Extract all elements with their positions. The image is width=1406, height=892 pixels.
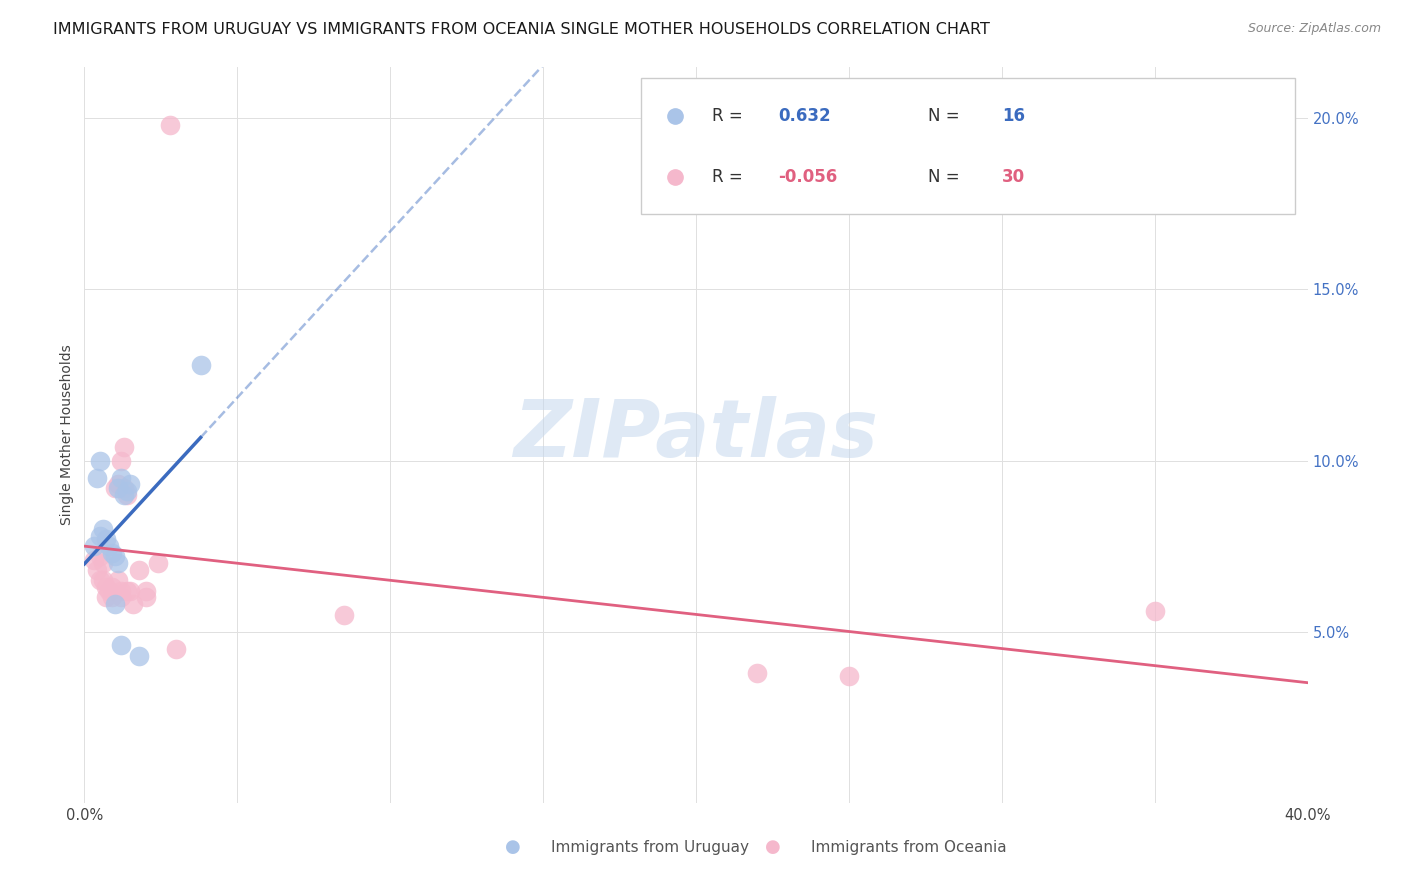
Text: Immigrants from Uruguay: Immigrants from Uruguay: [551, 840, 749, 855]
Text: R =: R =: [711, 169, 748, 186]
Point: [101, 591, 124, 605]
Text: R =: R =: [711, 107, 748, 125]
FancyBboxPatch shape: [641, 78, 1295, 214]
Point: [112, 488, 135, 502]
Point: [122, 597, 145, 611]
Point: [104, 597, 127, 611]
Text: Source: ZipAtlas.com: Source: ZipAtlas.com: [1247, 22, 1381, 36]
Text: N =: N =: [928, 169, 966, 186]
Point: [83, 553, 105, 567]
Point: [128, 563, 150, 577]
Text: ZIPatlas: ZIPatlas: [513, 396, 879, 474]
Point: [120, 583, 142, 598]
Point: [107, 556, 129, 570]
Point: [101, 580, 124, 594]
Point: [747, 665, 769, 680]
Point: [94, 591, 117, 605]
Point: [165, 641, 187, 656]
Point: [94, 533, 117, 547]
Point: [89, 529, 111, 543]
Point: [112, 440, 135, 454]
Point: [110, 453, 132, 467]
Point: [107, 477, 129, 491]
Point: [146, 556, 169, 570]
Point: [159, 118, 181, 132]
Point: [333, 607, 356, 622]
Text: 0.632: 0.632: [778, 107, 831, 125]
Point: [107, 574, 129, 588]
Text: 16: 16: [1002, 107, 1025, 125]
Point: [838, 669, 860, 683]
Point: [104, 549, 127, 564]
Point: [128, 648, 150, 663]
Text: ●: ●: [505, 838, 522, 856]
Point: [120, 477, 142, 491]
Text: IMMIGRANTS FROM URUGUAY VS IMMIGRANTS FROM OCEANIA SINGLE MOTHER HOUSEHOLDS CORR: IMMIGRANTS FROM URUGUAY VS IMMIGRANTS FR…: [53, 22, 990, 37]
Y-axis label: Single Mother Households: Single Mother Households: [60, 344, 75, 525]
Point: [115, 484, 138, 499]
Point: [89, 574, 111, 588]
Point: [97, 539, 120, 553]
Point: [110, 591, 132, 605]
Point: [86, 470, 108, 484]
Point: [107, 481, 129, 495]
Point: [104, 481, 127, 495]
Point: [101, 546, 124, 560]
Text: Immigrants from Oceania: Immigrants from Oceania: [811, 840, 1007, 855]
Text: N =: N =: [928, 107, 966, 125]
Point: [83, 539, 105, 553]
Point: [190, 358, 212, 372]
Point: [91, 556, 114, 570]
Point: [115, 583, 138, 598]
Point: [89, 549, 111, 564]
Point: [135, 583, 157, 598]
Point: [86, 563, 108, 577]
Text: -0.056: -0.056: [778, 169, 837, 186]
Text: 30: 30: [1002, 169, 1025, 186]
Point: [94, 580, 117, 594]
Point: [97, 583, 120, 598]
Point: [91, 574, 114, 588]
Point: [135, 591, 157, 605]
Point: [1143, 604, 1166, 618]
Point: [110, 638, 132, 652]
Text: ●: ●: [765, 838, 782, 856]
Point: [115, 488, 138, 502]
Point: [112, 481, 135, 495]
Point: [91, 522, 114, 536]
Point: [110, 470, 132, 484]
Point: [110, 583, 132, 598]
Point: [89, 453, 111, 467]
